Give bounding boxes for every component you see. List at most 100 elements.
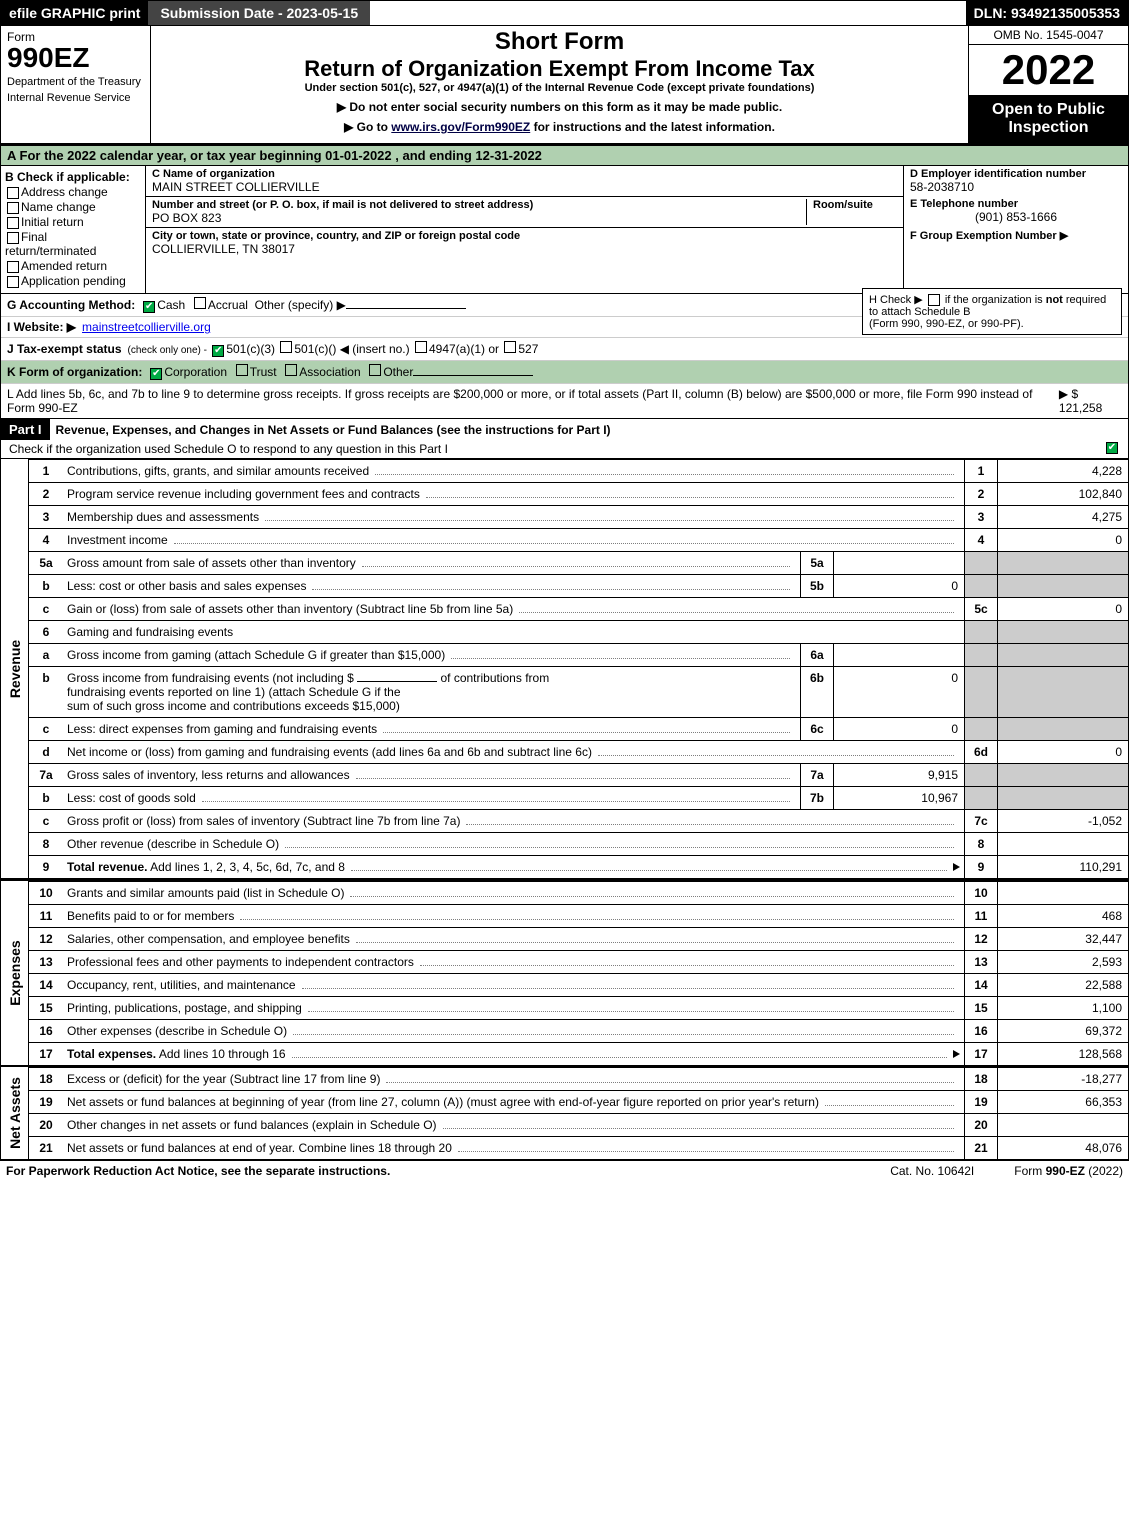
cb-application-pending[interactable]: Application pending: [5, 274, 141, 288]
part1-header-row: Part I Revenue, Expenses, and Changes in…: [0, 419, 1129, 459]
cb-527[interactable]: [504, 341, 516, 353]
right-val: 66,353: [998, 1091, 1128, 1113]
row-l: L Add lines 5b, 6c, and 7b to line 9 to …: [1, 384, 1128, 418]
part1-check-row: Check if the organization used Schedule …: [1, 440, 1128, 458]
grey-cell: [998, 621, 1128, 643]
checkbox-icon: [7, 187, 19, 199]
cb-address-change[interactable]: Address change: [5, 185, 141, 199]
line-num: 6: [29, 621, 63, 643]
e-row: E Telephone number (901) 853-1666: [904, 196, 1128, 226]
cb-final-return[interactable]: Final return/terminated: [5, 230, 141, 258]
line-num: 16: [29, 1020, 63, 1042]
line-desc: Gross sales of inventory, less returns a…: [63, 764, 800, 786]
cb-501c3[interactable]: ✔: [212, 345, 224, 357]
line-16: 16Other expenses (describe in Schedule O…: [29, 1019, 1128, 1042]
cb-accrual[interactable]: [194, 297, 206, 309]
cb-trust[interactable]: [236, 364, 248, 376]
line-desc: Grants and similar amounts paid (list in…: [63, 882, 964, 904]
cb-label: Amended return: [21, 259, 107, 273]
row-j: J Tax-exempt status (check only one) - ✔…: [1, 338, 1128, 361]
cb-501c[interactable]: [280, 341, 292, 353]
right-val: [998, 1114, 1128, 1136]
line-a: aGross income from gaming (attach Schedu…: [29, 643, 1128, 666]
cb-4947[interactable]: [415, 341, 427, 353]
line-b: bLess: cost of goods sold7b10,967: [29, 786, 1128, 809]
right-val: 128,568: [998, 1043, 1128, 1065]
cb-association[interactable]: [285, 364, 297, 376]
row-g: G Accounting Method: ✔ Cash Accrual Othe…: [1, 294, 1128, 317]
dept-irs: Internal Revenue Service: [7, 92, 144, 104]
cb-amended-return[interactable]: Amended return: [5, 259, 141, 273]
footer-right: Form 990-EZ (2022): [1014, 1164, 1123, 1178]
grey-cell: [998, 667, 1128, 717]
right-val: 2,593: [998, 951, 1128, 973]
section-a: A For the 2022 calendar year, or tax yea…: [0, 145, 1129, 166]
j-opt2: 501(c)(: [294, 342, 332, 356]
right-val: 1,100: [998, 997, 1128, 1019]
right-val: 0: [998, 529, 1128, 551]
right-num: 16: [964, 1020, 998, 1042]
line2-post: for instructions and the latest informat…: [530, 120, 775, 134]
website-link[interactable]: mainstreetcollierville.org: [82, 320, 211, 334]
k-assoc: Association: [299, 365, 360, 379]
efile-print[interactable]: efile GRAPHIC print: [1, 1, 148, 25]
line-6b: bGross income from fundraising events (n…: [29, 666, 1128, 717]
line-desc: Printing, publications, postage, and shi…: [63, 997, 964, 1019]
j-opt4: 527: [518, 342, 538, 356]
line-1: 1Contributions, gifts, grants, and simil…: [29, 459, 1128, 482]
right-num: 18: [964, 1068, 998, 1090]
sub-val: [834, 552, 964, 574]
row-k: K Form of organization: ✔Corporation Tru…: [1, 361, 1128, 384]
j-opt3: 4947(a)(1) or: [429, 342, 499, 356]
cb-part1-scho[interactable]: ✔: [1106, 442, 1118, 454]
grey-cell: [964, 552, 998, 574]
grey-cell: [964, 718, 998, 740]
checkbox-icon: [7, 261, 19, 273]
right-num: 3: [964, 506, 998, 528]
f-hdr: F Group Exemption Number ▶: [910, 230, 1068, 242]
title-short-form: Short Form: [159, 28, 960, 56]
right-val: 4,275: [998, 506, 1128, 528]
line-num: c: [29, 598, 63, 620]
header-left: Form 990EZ Department of the Treasury In…: [1, 26, 151, 143]
line-desc: Net assets or fund balances at end of ye…: [63, 1137, 964, 1159]
right-num: 11: [964, 905, 998, 927]
sub-val: 10,967: [834, 787, 964, 809]
cb-h[interactable]: [928, 294, 940, 306]
right-val: 102,840: [998, 483, 1128, 505]
part1-check-text: Check if the organization used Schedule …: [9, 442, 1104, 456]
grey-cell: [998, 787, 1128, 809]
cb-label: Initial return: [21, 215, 84, 229]
line-desc: Gross amount from sale of assets other t…: [63, 552, 800, 574]
cb-corporation[interactable]: ✔: [150, 368, 162, 380]
col-c: C Name of organization MAIN STREET COLLI…: [146, 166, 903, 293]
right-num: 21: [964, 1137, 998, 1159]
right-num: 7c: [964, 810, 998, 832]
line-6: 6Gaming and fundraising events: [29, 620, 1128, 643]
g-accrual: Accrual: [208, 298, 248, 312]
cb-label: Name change: [21, 200, 96, 214]
j-opt1: 501(c)(3): [226, 342, 275, 356]
cb-initial-return[interactable]: Initial return: [5, 215, 141, 229]
k-other-input[interactable]: [413, 375, 533, 376]
right-num: 14: [964, 974, 998, 996]
c-addr-hdr: Number and street (or P. O. box, if mail…: [152, 199, 800, 211]
col-def: D Employer identification number 58-2038…: [903, 166, 1128, 293]
irs-link[interactable]: www.irs.gov/Form990EZ: [391, 120, 530, 134]
right-val: 32,447: [998, 928, 1128, 950]
sidelabel-expenses-text: Expenses: [7, 940, 23, 1005]
cb-name-change[interactable]: Name change: [5, 200, 141, 214]
line-num: 4: [29, 529, 63, 551]
k-corp: Corporation: [164, 365, 227, 379]
footer: For Paperwork Reduction Act Notice, see …: [0, 1160, 1129, 1181]
cb-other[interactable]: [369, 364, 381, 376]
line-19: 19Net assets or fund balances at beginni…: [29, 1090, 1128, 1113]
h-text4: (Form 990, 990-EZ, or 990-PF).: [869, 318, 1024, 330]
cb-cash[interactable]: ✔: [143, 301, 155, 313]
sub-val: 0: [834, 718, 964, 740]
grey-cell: [964, 764, 998, 786]
line-num: 8: [29, 833, 63, 855]
g-other-input[interactable]: [346, 308, 466, 309]
line-desc: Less: direct expenses from gaming and fu…: [63, 718, 800, 740]
c-city-hdr: City or town, state or province, country…: [152, 230, 897, 242]
